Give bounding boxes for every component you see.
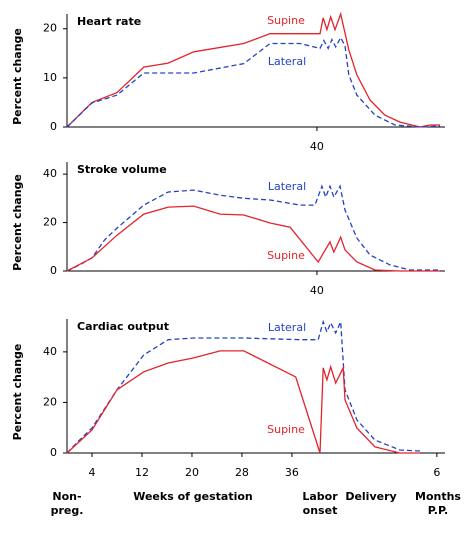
y-tick-label: 20 [43,22,57,35]
x-tick-label: 40 [310,140,324,153]
series-line [66,11,440,128]
y-tick-label: 40 [43,345,57,358]
x-tick-label: 12 [135,466,149,479]
x-annotation: Non- [52,490,81,503]
series-line [66,319,421,454]
series-label: Lateral [268,55,306,68]
y-tick-label: 0 [50,120,57,133]
x-annotation: preg. [51,504,84,517]
x-annotation: onset [303,504,338,517]
y-tick-label: 40 [43,167,57,180]
x-tick-label: 4 [88,466,95,479]
y-axis-label: Percent change [11,28,24,125]
x-annotation: Delivery [345,490,396,503]
x-annotation: P.P. [428,504,448,517]
y-tick-label: 20 [43,216,57,229]
x-tick-label: 36 [285,466,299,479]
series-line [66,184,440,272]
y-axis-label: Percent change [11,174,24,271]
series-line [66,205,440,272]
series-line [66,36,441,128]
series-label: Lateral [268,180,306,193]
x-annotation: Months [415,490,461,503]
series-label: Supine [267,249,305,262]
series-label: Supine [267,14,305,27]
x-annotation: Weeks of gestation [133,490,253,503]
y-axis-label: Percent change [11,344,24,441]
series-label: Supine [267,423,305,436]
y-tick-label: 0 [50,446,57,459]
x-annotation: Labor [302,490,338,503]
y-tick-label: 10 [43,71,57,84]
series-line [66,350,420,454]
chart-title: Stroke volume [77,163,167,176]
chart-title: Cardiac output [77,320,169,333]
y-tick-label: 20 [43,395,57,408]
x-tick-label: 6 [433,466,440,479]
x-tick-label: 40 [310,284,324,297]
x-tick-label: 20 [185,466,199,479]
x-tick-label: 28 [235,466,249,479]
series-label: Lateral [268,321,306,334]
y-tick-label: 0 [50,264,57,277]
chart-title: Heart rate [77,15,141,28]
